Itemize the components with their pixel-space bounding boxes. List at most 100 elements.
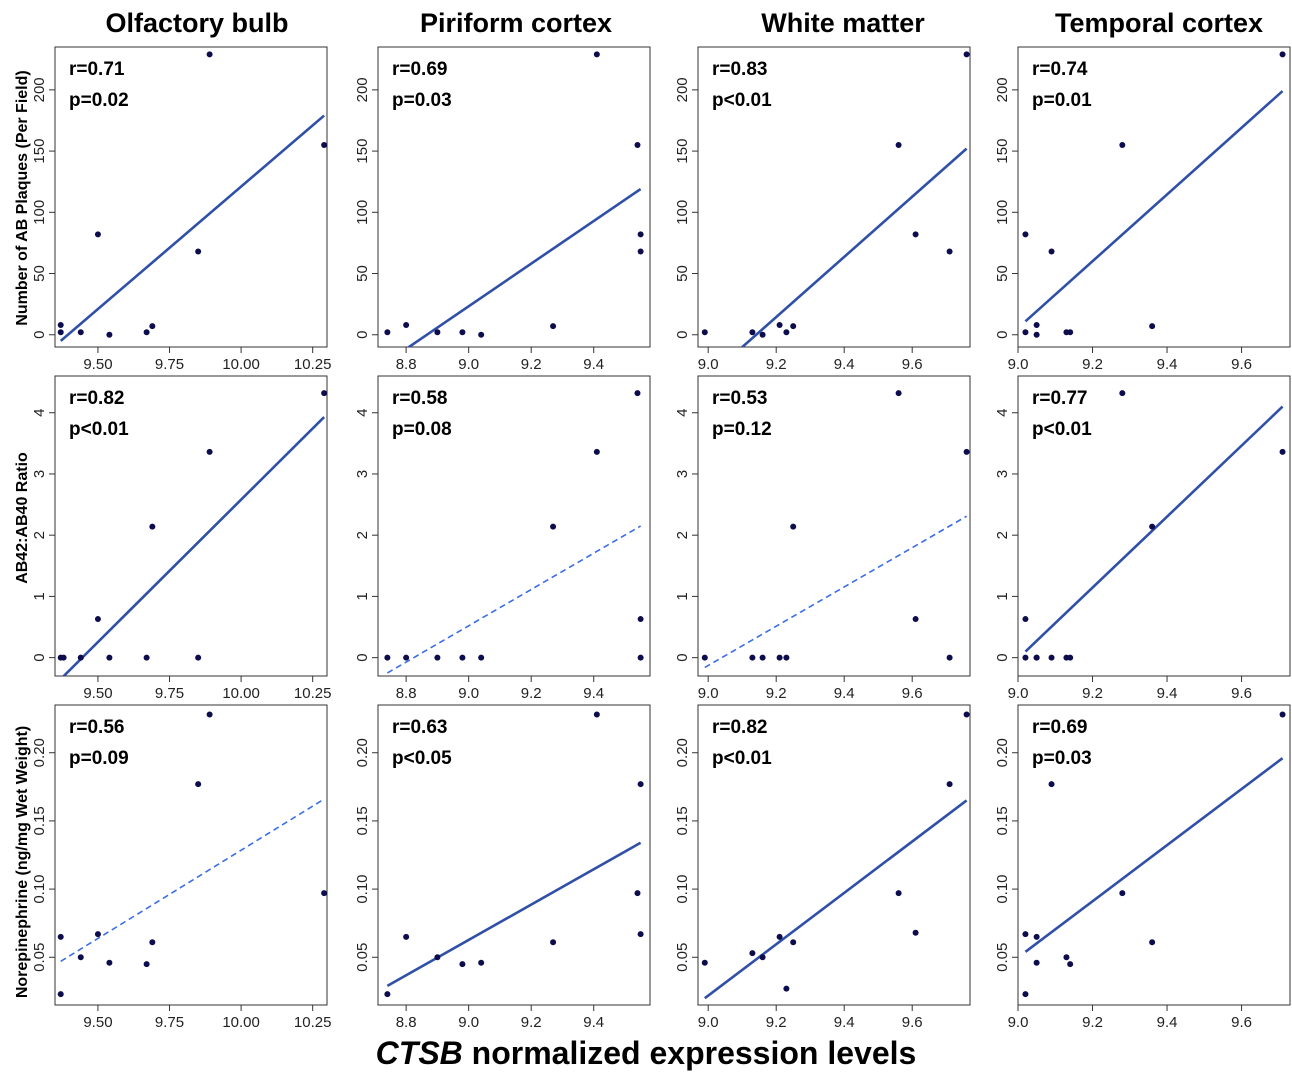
y-tick-label: 4 xyxy=(31,409,48,417)
y-tick-label: 0 xyxy=(31,653,48,661)
data-point xyxy=(206,51,213,58)
data-point xyxy=(550,323,557,330)
y-tick-label: 4 xyxy=(674,409,691,417)
x-tick-label: 9.4 xyxy=(1157,1014,1178,1031)
plot-frame xyxy=(1017,704,1291,1006)
x-tick-label: 10.25 xyxy=(294,685,332,702)
p-value-label: p<0.01 xyxy=(1032,419,1092,440)
data-point xyxy=(634,141,641,148)
y-tick-label: 50 xyxy=(31,265,48,282)
y-tick-label: 200 xyxy=(31,77,48,102)
y-tick-label: 100 xyxy=(674,200,691,225)
r-value-label: r=0.77 xyxy=(1032,388,1087,409)
data-point xyxy=(1067,654,1074,661)
data-point xyxy=(1067,329,1074,336)
data-point xyxy=(593,51,600,58)
x-tick-label: 9.0 xyxy=(1008,356,1029,373)
y-tick-label: 50 xyxy=(674,265,691,282)
data-point xyxy=(749,950,756,957)
scatter-panel: 9.0 9.2 9.4 9.6 0.05 0.10 0.15 0.20 r=0.69 p=0.03 xyxy=(994,704,1291,1031)
x-tick-label: 9.0 xyxy=(1008,685,1029,702)
y-tick-label: 3 xyxy=(674,470,691,478)
plot-frame xyxy=(54,704,328,1006)
r-value-label: r=0.56 xyxy=(69,717,124,738)
plot-frame xyxy=(377,46,651,348)
data-point xyxy=(1022,329,1029,336)
regression-line-dashed xyxy=(704,515,968,669)
p-value-label: p=0.03 xyxy=(1032,748,1092,769)
x-tick-label: 9.4 xyxy=(834,685,855,702)
plot-frame xyxy=(697,704,971,1006)
data-point xyxy=(637,231,644,238)
data-point xyxy=(106,331,113,338)
data-point xyxy=(57,933,64,940)
data-point xyxy=(593,711,600,718)
y-tick-label: 0.05 xyxy=(674,943,691,972)
y-tick-label: 0 xyxy=(994,331,1011,339)
x-axis-label-rest: normalized expression levels xyxy=(463,1035,917,1071)
row-label-ab-ratio: AB42:AB40 Ratio xyxy=(14,452,31,584)
data-point xyxy=(1022,231,1029,238)
panels: 9.50 9.75 10.00 10.25050100150200r=0.71p=0.… xyxy=(31,46,1291,1031)
p-value-label: p<0.01 xyxy=(712,748,772,769)
x-tick-label: 9.75 xyxy=(155,685,184,702)
y-tick-label: 3 xyxy=(994,470,1011,478)
x-tick-label: 9.0 xyxy=(698,1014,719,1031)
data-point xyxy=(1279,51,1286,58)
plot-frame xyxy=(54,375,328,677)
column-title-olfactory-bulb: Olfactory bulb xyxy=(105,8,288,38)
data-point xyxy=(963,448,970,455)
data-point xyxy=(94,931,101,938)
data-point xyxy=(759,654,766,661)
x-tick-label: 9.4 xyxy=(583,1014,604,1031)
data-point xyxy=(1033,331,1040,338)
x-tick-label: 9.2 xyxy=(766,685,787,702)
data-point xyxy=(1033,933,1040,940)
x-tick-label: 9.4 xyxy=(583,356,604,373)
data-point xyxy=(384,329,391,336)
data-point xyxy=(478,959,485,966)
row-label-plaques: Number of AB Plaques (Per Field) xyxy=(14,70,31,325)
x-tick-label: 9.75 xyxy=(155,356,184,373)
data-point xyxy=(77,329,84,336)
data-point xyxy=(759,954,766,961)
regression-line xyxy=(1024,90,1284,323)
y-tick-label: 4 xyxy=(354,409,371,417)
data-point xyxy=(1048,654,1055,661)
y-tick-label: 2 xyxy=(674,531,691,539)
x-tick-label: 9.4 xyxy=(834,356,855,373)
data-point xyxy=(1022,616,1029,623)
plot-frame xyxy=(697,375,971,677)
data-point xyxy=(1119,390,1126,397)
y-tick-label: 0 xyxy=(674,331,691,339)
data-point xyxy=(403,654,410,661)
data-point xyxy=(1119,890,1126,897)
y-tick-label: 0.05 xyxy=(354,943,371,972)
regression-line-dashed xyxy=(386,525,642,674)
y-tick-label: 50 xyxy=(994,265,1011,282)
data-point xyxy=(550,939,557,946)
x-axis-label-gene: CTSB xyxy=(376,1035,463,1071)
data-point xyxy=(195,781,202,788)
data-point xyxy=(106,959,113,966)
data-point xyxy=(1279,448,1286,455)
data-point xyxy=(321,141,328,148)
data-point xyxy=(701,329,708,336)
data-point xyxy=(384,654,391,661)
data-point xyxy=(895,890,902,897)
x-tick-label: 9.6 xyxy=(902,685,923,702)
y-tick-label: 200 xyxy=(354,77,371,102)
y-tick-label: 0.05 xyxy=(31,943,48,972)
x-tick-label: 9.4 xyxy=(1157,685,1178,702)
column-title-piriform-cortex: Piriform cortex xyxy=(420,8,612,38)
column-title-white-matter: White matter xyxy=(761,8,925,38)
y-tick-label: 4 xyxy=(994,409,1011,417)
data-point xyxy=(384,991,391,998)
y-tick-label: 3 xyxy=(354,470,371,478)
plot-frame xyxy=(1017,46,1291,348)
scatter-panel: 9.0 9.2 9.4 9.6 0.05 0.10 0.15 0.20 r=0.82 p<0.01 xyxy=(674,704,971,1031)
regression-line xyxy=(61,416,326,676)
plot-frame xyxy=(1017,375,1291,677)
data-point xyxy=(749,329,756,336)
data-point xyxy=(195,248,202,255)
